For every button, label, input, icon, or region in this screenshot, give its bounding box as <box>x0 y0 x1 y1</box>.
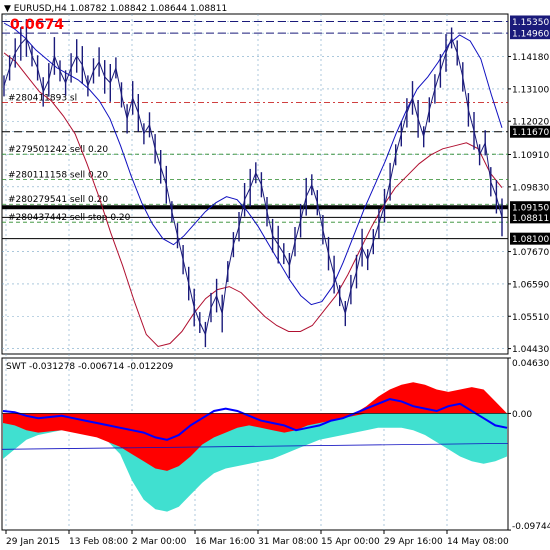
price-tag-label: 1.08811 <box>512 214 549 224</box>
symbol-header: ▼ EURUSD,H4 1.08782 1.08842 1.08644 1.08… <box>4 4 227 14</box>
swt-red-area-negative <box>3 413 507 471</box>
x-tick-label: 16 Mar 16:00 <box>195 537 255 547</box>
main-plot-frame <box>1 13 509 355</box>
y-tick-label: 1.13100 <box>512 85 549 95</box>
price-tag <box>510 15 550 28</box>
ma-blue-line <box>3 22 503 306</box>
order-label[interactable]: #280437442 sell stop 0.20 <box>8 213 131 223</box>
order-label[interactable]: #280111158 sell 0.20 <box>8 170 108 180</box>
price-tag-label: 1.09150 <box>512 204 549 214</box>
swt-signal-line <box>2 398 508 441</box>
order-label[interactable]: #280279541 sell 0.20 <box>8 195 108 205</box>
x-tick-label: 31 Mar 08:00 <box>258 537 318 547</box>
x-tick-label: 2 Mar 00:00 <box>132 537 187 547</box>
swt-envelope-line <box>1 442 509 450</box>
price-tag-label: 1.08100 <box>512 235 549 245</box>
order-label[interactable]: #279501242 sell 0.20 <box>8 145 108 155</box>
y-tick-label: 1.05510 <box>512 313 549 323</box>
y-tick-label: 1.14180 <box>512 53 549 63</box>
price-line <box>3 36 503 337</box>
price-tag <box>510 211 550 224</box>
y-tick-label: 1.09830 <box>512 183 549 193</box>
y-tick-label: 0.046301 <box>512 359 550 369</box>
counter-label: 0.0674 <box>10 17 65 33</box>
price-tag <box>510 232 550 245</box>
symbol-header-text: EURUSD,H4 1.08782 1.08842 1.08644 1.0881… <box>13 4 228 14</box>
price-tag-label: 1.11670 <box>512 128 549 138</box>
y-tick-label: 1.07670 <box>512 248 549 258</box>
y-tick-label: 1.12020 <box>512 118 549 128</box>
ma-red-line <box>3 52 503 348</box>
price-tag <box>510 201 550 214</box>
price-tag <box>510 27 550 40</box>
y-tick-label: 1.06590 <box>512 280 549 290</box>
price-tag <box>510 125 550 138</box>
indicator-label: SWT -0.031278 -0.006714 -0.012209 <box>6 362 174 372</box>
x-tick-label: 15 Apr 00:00 <box>321 537 380 547</box>
price-tag-label: 1.15350 <box>512 18 549 28</box>
x-tick-label: 29 Jan 2015 <box>6 537 60 547</box>
y-tick-label: 1.04430 <box>512 345 549 355</box>
x-tick-label: 14 May 08:00 <box>447 537 509 547</box>
collapse-triangle-icon[interactable]: ▼ <box>4 4 11 14</box>
y-tick-label: 0.00 <box>512 410 532 420</box>
x-tick-label: 13 Feb 08:00 <box>69 537 128 547</box>
x-tick-label: 29 Apr 16:00 <box>384 537 443 547</box>
price-tag-label: 1.14960 <box>512 30 549 40</box>
swt-red-area-positive <box>3 382 507 414</box>
y-tick-label: 1.10910 <box>512 151 549 161</box>
